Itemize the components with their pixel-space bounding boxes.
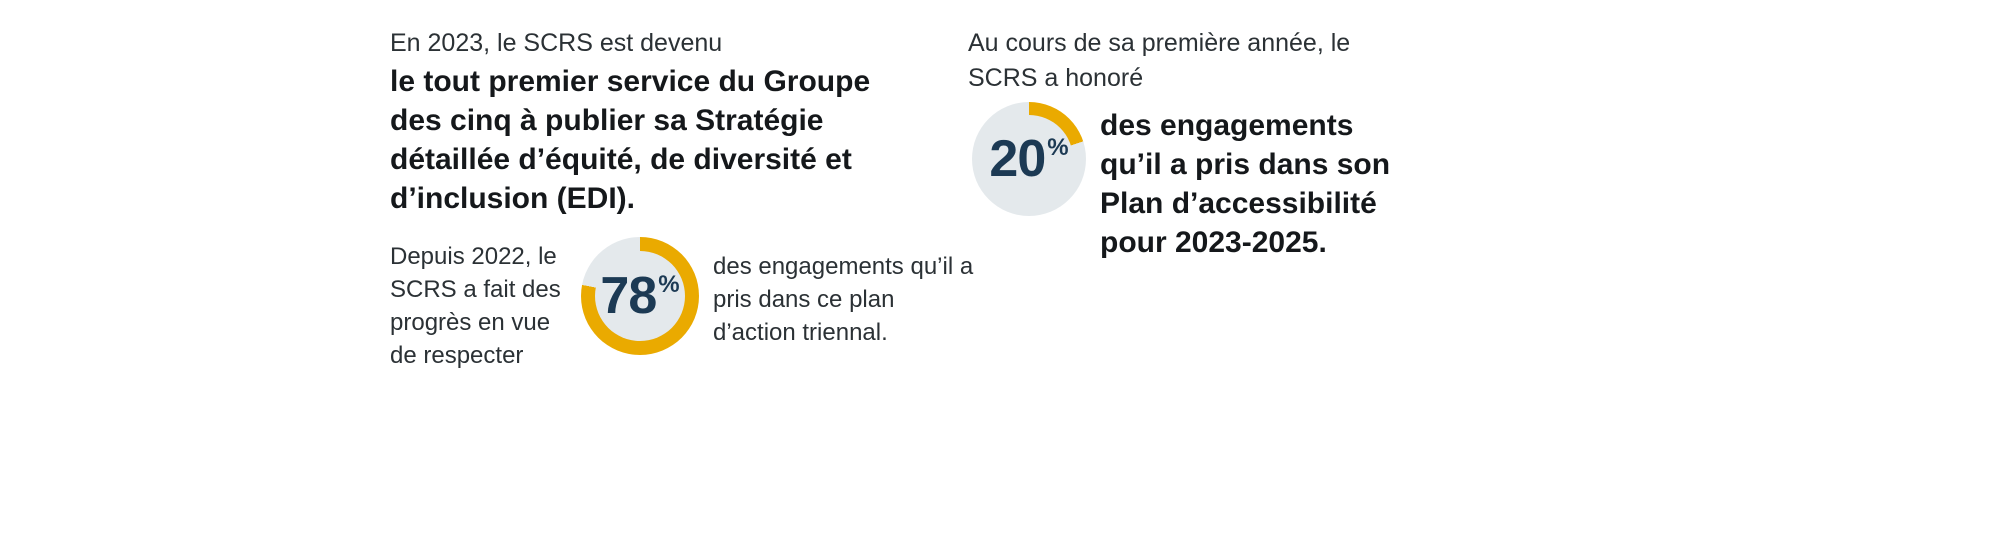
donut-20-percent-sign: % [1047, 134, 1069, 161]
donut-78-value: 78 % [600, 270, 679, 322]
left-intro-text: En 2023, le SCRS est devenu [390, 29, 723, 57]
donut-chart-20-percent: 20 % [972, 102, 1086, 216]
left-stat-caption-text: des engagements qu’il a pris dans ce pla… [713, 253, 974, 346]
donut-20-value: 20 % [989, 133, 1068, 185]
donut-chart-78-percent: 78 % [581, 237, 699, 355]
left-headline-text: le tout premier service du Groupe des ci… [390, 65, 871, 215]
left-stat-lead-text: Depuis 2022, le SCRS a fait des progrès … [390, 243, 561, 369]
donut-20-number: 20 [989, 130, 1046, 188]
donut-78-number: 78 [600, 267, 657, 325]
right-stat-caption-text: des engagements qu’il a pris dans son Pl… [1100, 109, 1391, 259]
donut-20-inner-circle: 20 % [985, 115, 1073, 203]
right-intro-text: Au cours de sa première année, le SCRS a… [968, 29, 1351, 92]
donut-78-percent-sign: % [658, 271, 680, 298]
donut-78-inner-circle: 78 % [595, 251, 685, 341]
